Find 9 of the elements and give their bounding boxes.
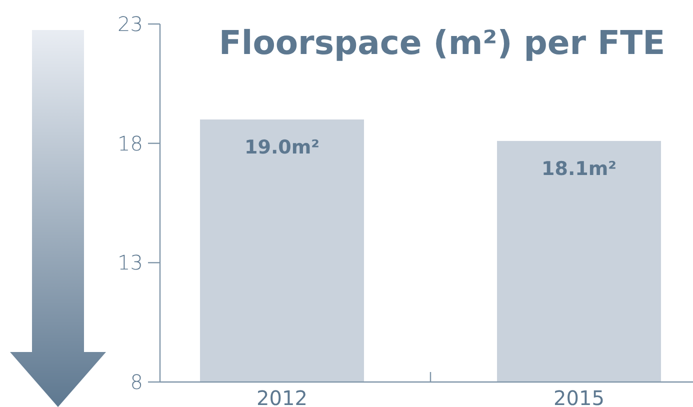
x-tick-label: 2012 bbox=[256, 386, 308, 407]
x-tick-label: 2015 bbox=[554, 386, 604, 407]
y-tick-label: 13 bbox=[118, 250, 143, 275]
y-tick-label: 23 bbox=[118, 12, 143, 36]
chart-title: Floorspace (m²) per FTE bbox=[218, 23, 666, 62]
y-tick-label: 8 bbox=[130, 370, 143, 394]
data-label: 18.1m² bbox=[542, 158, 616, 180]
y-tick-label: 18 bbox=[118, 131, 143, 156]
data-label: 19.0m² bbox=[244, 136, 320, 158]
